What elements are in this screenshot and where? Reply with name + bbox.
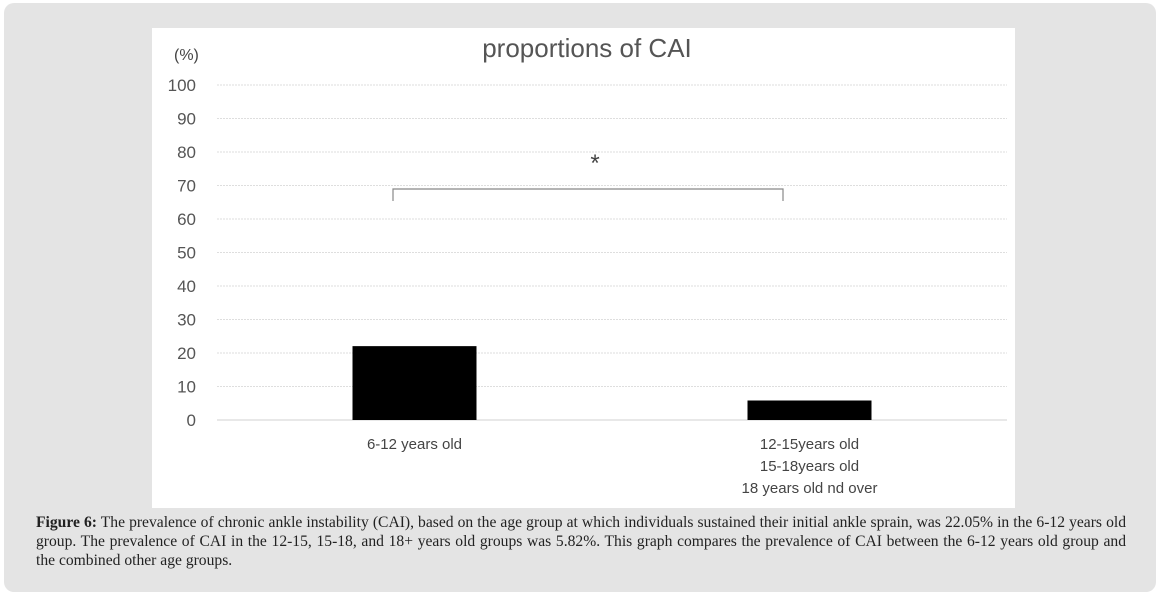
x-tick-label: 18 years old nd over [742,480,878,497]
chart-svg: proportions of CAI (%) 0 10 20 30 40 50 60 70 80 90… [168,33,1007,497]
y-tick-label: 0 [187,411,196,430]
y-tick-label: 80 [177,143,196,162]
y-tick-label: 30 [177,311,196,330]
y-tick-label: 90 [177,110,196,129]
bar-chart: proportions of CAI (%) 0 10 20 30 40 50 60 70 80 90… [152,28,1015,508]
y-tick-label: 40 [177,277,196,296]
x-tick-label: 12-15years old [760,436,859,453]
x-tick-label: 15-18years old [760,458,859,475]
significance-marker: * [590,150,599,177]
bar [747,400,872,420]
y-tick-label: 50 [177,244,196,263]
y-tick-label: 10 [177,378,196,397]
bar [352,346,477,420]
caption-text: The prevalence of chronic ankle instabil… [36,514,1126,569]
x-tick-label: 6-12 years old [367,436,462,453]
caption-label: Figure 6: [36,514,97,531]
significance-bracket [392,188,784,201]
y-axis-unit: (%) [174,47,199,64]
y-tick-label: 60 [177,210,196,229]
figure-caption: Figure 6: The prevalence of chronic ankl… [36,513,1126,570]
y-tick-label: 70 [177,177,196,196]
figure-panel: proportions of CAI (%) 0 10 20 30 40 50 60 70 80 90… [4,3,1156,592]
chart-title: proportions of CAI [482,33,692,63]
y-tick-label: 100 [168,76,196,95]
y-tick-label: 20 [177,344,196,363]
